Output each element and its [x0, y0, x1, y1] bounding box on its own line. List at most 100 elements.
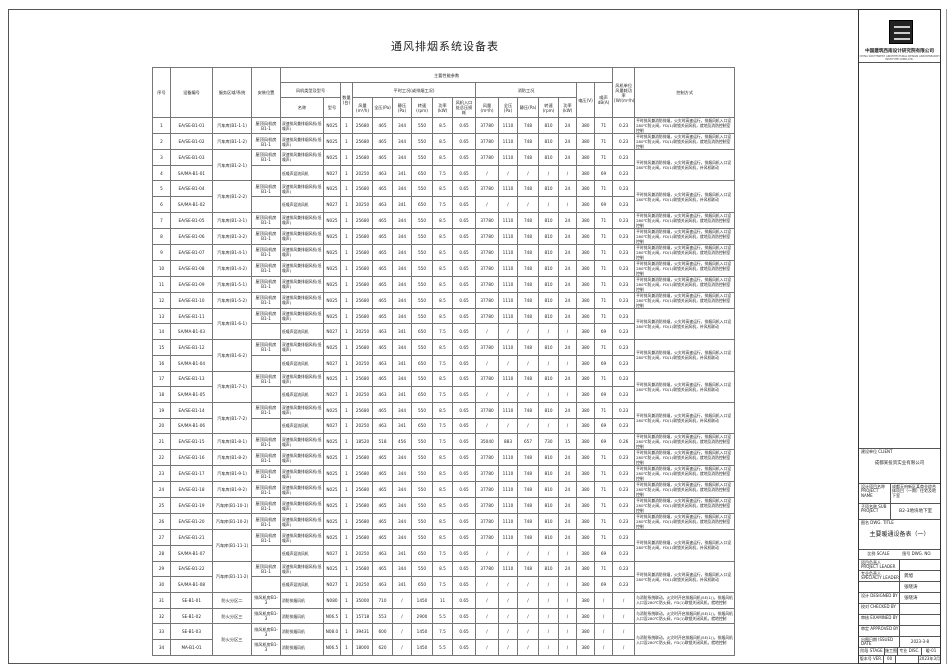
cell-location: 屋顶风机房B1-1	[251, 513, 281, 531]
cell-model: N027	[323, 544, 341, 562]
cell-name: 低噪声混流风机	[280, 417, 324, 435]
cell-fire-speed: /	[538, 164, 559, 182]
cell-voltage: 380	[576, 227, 595, 245]
cell-area: 汽车库(B1-11-2)	[212, 560, 252, 594]
cell-noise: 69	[593, 576, 614, 593]
cell-noise: 71	[593, 275, 614, 293]
cell-fire-static-p: /	[517, 196, 539, 213]
cell-no: 4	[152, 164, 171, 182]
cell-speed: 550	[411, 117, 433, 134]
cell-no: 26	[152, 513, 171, 531]
col-control: 控制方式	[634, 67, 736, 118]
cell-model: N025	[323, 180, 341, 198]
role-label: 设计 DESIGNED BY	[861, 593, 898, 598]
cell-speed: 550	[411, 259, 433, 277]
cell-fire-power: 24	[558, 370, 577, 388]
cell-id: SA/MA-B1-06	[170, 417, 213, 435]
cell-no: 9	[152, 243, 171, 261]
cell-fire-speed: /	[538, 639, 559, 656]
cell-fire-power: /	[558, 354, 577, 372]
cell-power: 8.5	[432, 259, 453, 277]
cell-location	[251, 544, 281, 562]
signature-row: 专业负责人 SPECIALTY LEADER 龚旭	[859, 570, 940, 581]
cell-no: 14	[152, 323, 171, 341]
cell-fire-static-p: 748	[517, 291, 539, 309]
cell-location: 排风机房B1-3	[251, 623, 281, 641]
cell-location: 屋顶风机房B1-1	[251, 259, 281, 277]
cell-fire-total-p: /	[498, 592, 518, 609]
cell-fire-total-p: 1110	[498, 291, 518, 309]
cell-airflow: 20250	[352, 544, 373, 562]
cell-noise: /	[593, 623, 614, 641]
role-label: 项目负责人 PROJECT LEADER	[861, 560, 896, 570]
cell-loss: 0.65	[452, 576, 476, 593]
cell-airflow: 25680	[352, 465, 373, 483]
cell-static-p: 344	[392, 133, 412, 150]
signature-row: 张晓涛	[859, 581, 940, 592]
cell-fire-static-p: 748	[517, 339, 539, 356]
cell-fire-speed: 810	[538, 291, 559, 309]
cell-loss: 0.65	[452, 623, 476, 641]
cell-fire-power: /	[558, 323, 577, 341]
cell-ws: 0.23	[612, 307, 636, 325]
cell-no: 5	[152, 180, 171, 198]
col-total-p: 全压(Pa)	[372, 97, 393, 118]
cell-name: 双速排风兼排烟风机(低噪声)	[280, 513, 324, 531]
cell-control: 与消防系统联动，火灾时开启排烟风机(SE(1))，排烟风机入口设280℃防火阀，…	[634, 607, 736, 625]
col-fan-type: 风机类型及型号	[280, 82, 341, 98]
cell-fire-speed: 810	[538, 401, 559, 419]
cell-loss: 0.65	[452, 339, 476, 356]
cell-speed: 650	[411, 354, 433, 372]
cell-model: N025	[323, 433, 341, 451]
table-row: 18 SA/MA-B1-05 低噪声混流风机 N027 1 20250 463 341 650 7…	[152, 386, 735, 403]
cell-speed: 550	[411, 243, 433, 261]
cell-name: 双速排风兼排烟风机(低噪声)	[280, 291, 324, 309]
cell-model: N027	[323, 417, 341, 435]
cell-speed: 650	[411, 323, 433, 341]
cell-fire-airflow: 37780	[475, 513, 499, 531]
cell-voltage: 380	[576, 529, 595, 546]
col-normal: 平时工况(或排烟工况)	[352, 82, 476, 98]
cell-id: MA-B1-01	[170, 639, 213, 656]
cell-loss: 0.65	[452, 164, 476, 182]
cell-fire-speed: 810	[538, 180, 559, 198]
role-name: 龚旭	[899, 571, 940, 581]
cell-name: 低噪声混流风机	[280, 164, 324, 182]
cell-voltage: 380	[576, 639, 595, 656]
cell-noise: 69	[593, 354, 614, 372]
cell-fire-power: 24	[558, 227, 577, 245]
cell-loss: 0.65	[452, 354, 476, 372]
cell-no: 34	[152, 639, 171, 656]
cell-qty: 1	[340, 149, 353, 166]
cell-fire-total-p: 1110	[498, 560, 518, 578]
drawing-title: 主要暖通设备表（一）	[869, 531, 930, 539]
table-row: 29 EA/SE-B1-22 汽车库(B1-11-2) 屋顶风机房B1-1 双速排风兼排…	[152, 560, 736, 594]
cell-control: 平时排风兼消防排烟，火灾时高速运行，排烟风机入口设280℃防火阀，FD(1)联锁…	[634, 259, 736, 277]
cell-fire-total-p: 1110	[498, 149, 518, 166]
cell-airflow: 18000	[352, 639, 373, 656]
table-row: 24 EA/SE-B1-18 汽车库(B1-9-2) 屋顶风机房B1-1 双速排风兼排烟…	[152, 481, 736, 499]
cell-fire-airflow: /	[475, 639, 499, 656]
role-label: 审核 EXAMINED BY	[861, 615, 898, 620]
cell-loss: 0.65	[452, 497, 476, 515]
cell-ws: 0.23	[612, 401, 636, 419]
table-row: 28 SA/MA-B1-07 低噪声混流风机 N027 1 20250 463 341 650 7…	[152, 544, 735, 562]
cell-noise: 71	[593, 481, 614, 499]
cell-static-p: 344	[392, 307, 412, 325]
cell-speed: 1450	[411, 639, 433, 656]
cell-fire-total-p: /	[498, 196, 518, 213]
cell-voltage: 380	[576, 592, 595, 609]
cell-total-p: 465	[372, 481, 393, 499]
cell-fire-airflow: /	[475, 544, 499, 562]
cell-fire-static-p: 748	[517, 449, 539, 467]
cell-noise: 71	[593, 307, 614, 325]
cell-location: 屋顶风机房B1-1	[251, 433, 281, 451]
cell-location	[251, 196, 281, 213]
cell-fire-power: /	[558, 386, 577, 403]
cell-model: N027	[323, 354, 341, 372]
cell-total-p: 465	[372, 227, 393, 245]
cell-name: 双速排风兼排烟风机(低噪声)	[280, 211, 324, 229]
cell-ws: 0.23	[612, 544, 636, 562]
cell-airflow: 18520	[352, 433, 373, 451]
cell-name: 双速排风兼排烟风机(低噪声)	[280, 180, 324, 198]
